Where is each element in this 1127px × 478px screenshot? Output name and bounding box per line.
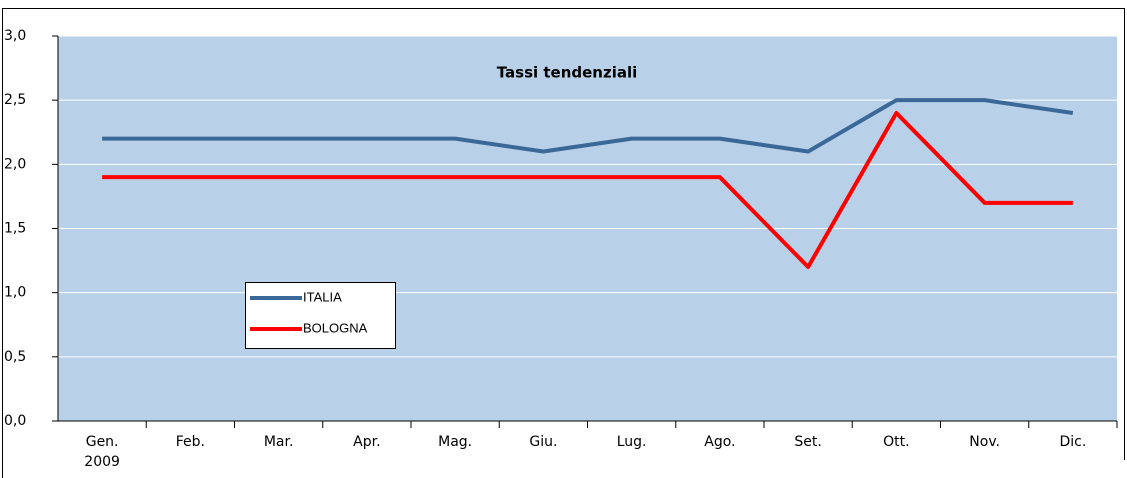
x-tick-label: Nov. — [969, 434, 1000, 450]
x-tick-label: Apr. — [353, 434, 380, 450]
y-tick-label: 1,0 — [4, 285, 26, 301]
x-tick-label: Giu. — [529, 434, 557, 450]
legend-label: ITALIA — [303, 289, 342, 304]
legend-label: BOLOGNA — [303, 320, 368, 335]
x-year-label: 2009 — [84, 454, 120, 470]
y-tick-label: 2,0 — [4, 156, 26, 172]
x-tick-label: Ago. — [704, 434, 735, 450]
y-tick-label: 1,5 — [4, 221, 26, 237]
x-tick-label: Gen. — [86, 434, 119, 450]
x-tick-label: Feb. — [176, 434, 205, 450]
y-tick-label: 2,5 — [4, 92, 26, 108]
y-tick-label: 0,0 — [4, 413, 26, 429]
frame — [2, 8, 1125, 478]
x-tick-label: Ott. — [883, 434, 909, 450]
y-tick-label: 0,5 — [4, 349, 26, 365]
y-tick-label: 3,0 — [4, 28, 26, 44]
x-tick-label: Lug. — [617, 434, 647, 450]
x-tick-label: Set. — [794, 434, 821, 450]
x-tick-label: Mag. — [438, 434, 472, 450]
series-line — [102, 111, 1073, 269]
series-line — [102, 98, 1074, 154]
x-tick-label: Dic. — [1059, 434, 1086, 450]
chart-title: Tassi tendenziali — [497, 64, 638, 82]
x-tick-label: Mar. — [264, 434, 294, 450]
legend — [245, 282, 396, 349]
